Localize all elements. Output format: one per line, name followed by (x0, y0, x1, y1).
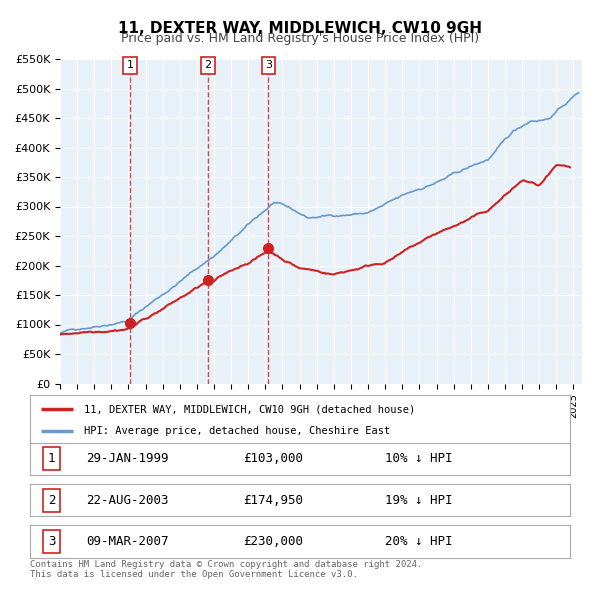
Text: 11, DEXTER WAY, MIDDLEWICH, CW10 9GH (detached house): 11, DEXTER WAY, MIDDLEWICH, CW10 9GH (de… (84, 404, 415, 414)
Text: 1: 1 (127, 60, 133, 70)
Text: £174,950: £174,950 (243, 493, 303, 507)
Text: 11, DEXTER WAY, MIDDLEWICH, CW10 9GH: 11, DEXTER WAY, MIDDLEWICH, CW10 9GH (118, 21, 482, 35)
Text: HPI: Average price, detached house, Cheshire East: HPI: Average price, detached house, Ches… (84, 427, 390, 437)
Text: 20% ↓ HPI: 20% ↓ HPI (385, 535, 452, 548)
Text: 29-JAN-1999: 29-JAN-1999 (86, 452, 169, 466)
Text: 19% ↓ HPI: 19% ↓ HPI (385, 493, 452, 507)
Text: 3: 3 (265, 60, 272, 70)
Text: £103,000: £103,000 (243, 452, 303, 466)
Text: £230,000: £230,000 (243, 535, 303, 548)
Text: 3: 3 (48, 535, 55, 548)
Text: 2: 2 (48, 493, 55, 507)
Text: 10% ↓ HPI: 10% ↓ HPI (385, 452, 452, 466)
Text: Contains HM Land Registry data © Crown copyright and database right 2024.
This d: Contains HM Land Registry data © Crown c… (30, 560, 422, 579)
Text: 2: 2 (205, 60, 211, 70)
Text: 09-MAR-2007: 09-MAR-2007 (86, 535, 169, 548)
Text: 22-AUG-2003: 22-AUG-2003 (86, 493, 169, 507)
Text: Price paid vs. HM Land Registry's House Price Index (HPI): Price paid vs. HM Land Registry's House … (121, 32, 479, 45)
Text: 1: 1 (48, 452, 55, 466)
